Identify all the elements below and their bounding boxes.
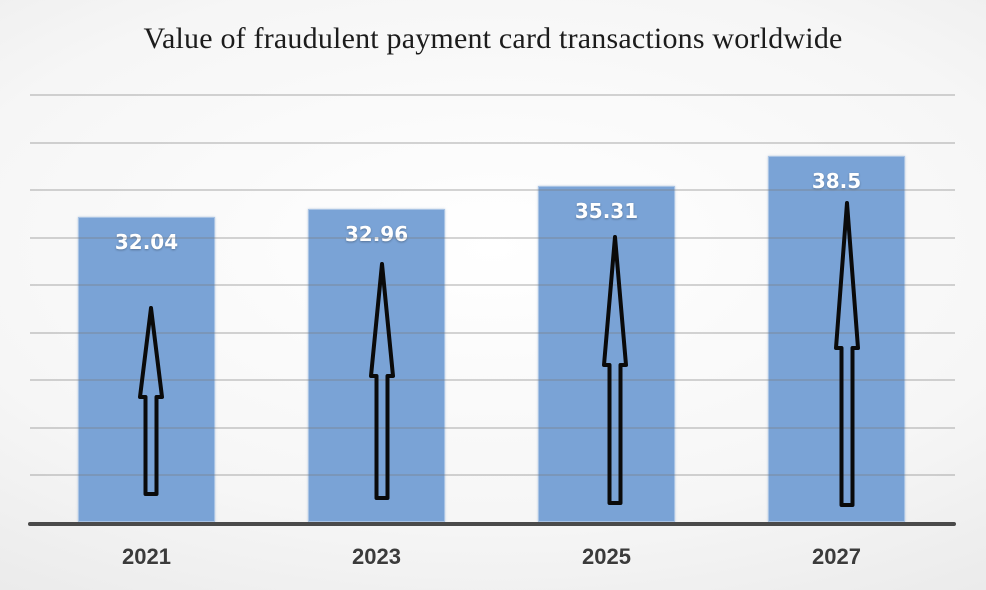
gridline	[30, 474, 955, 476]
up-arrow-icon	[602, 235, 628, 505]
x-axis-label-2021: 2021	[122, 544, 171, 569]
gridline	[30, 427, 955, 429]
gridline	[30, 379, 955, 381]
chart-title: Value of fraudulent payment card transac…	[143, 22, 843, 55]
up-arrow-icon	[369, 262, 395, 500]
gridline	[30, 284, 955, 286]
gridline	[30, 142, 955, 144]
gridline	[30, 332, 955, 334]
x-axis-label-2023: 2023	[352, 544, 401, 569]
bar-value-label: 32.04	[114, 230, 179, 254]
bar-value-label: 35.31	[574, 199, 639, 223]
up-arrow-icon	[834, 201, 860, 507]
up-arrow-icon	[138, 306, 164, 496]
bar-value-label: 38.5	[811, 169, 862, 193]
gridline	[30, 94, 955, 96]
x-axis-label-2027: 2027	[812, 544, 861, 569]
gridline	[30, 237, 955, 239]
x-axis-line	[28, 522, 956, 526]
gridline	[30, 189, 955, 191]
bar-value-label: 32.96	[344, 222, 409, 246]
x-axis-label-2025: 2025	[582, 544, 631, 569]
